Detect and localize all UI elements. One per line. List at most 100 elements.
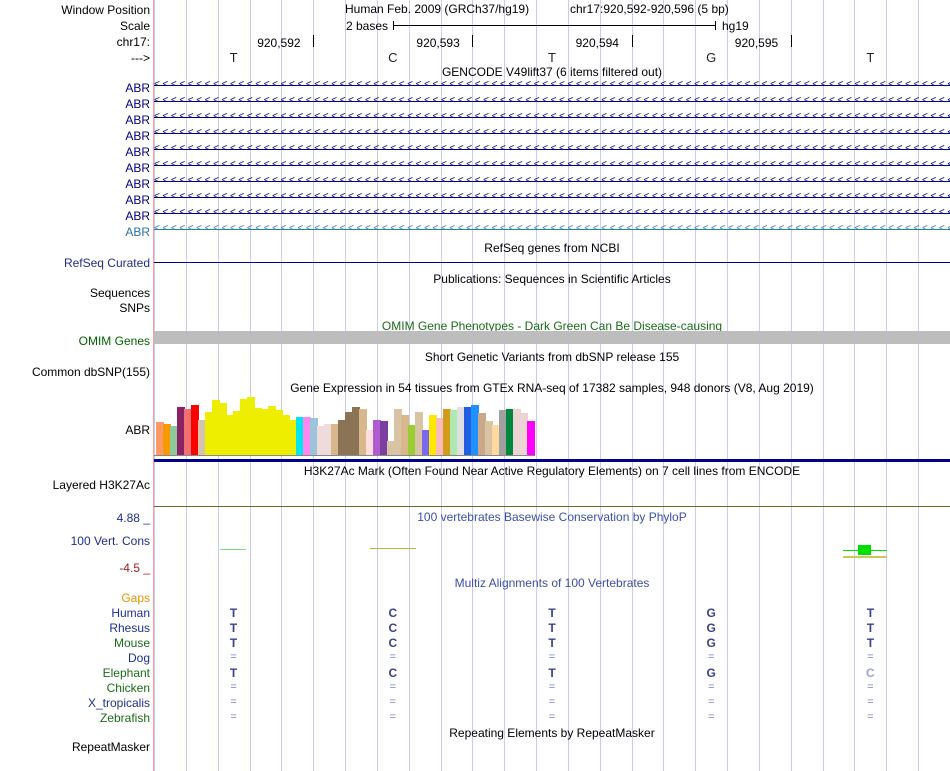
gtex-tissue-bar[interactable] — [485, 421, 493, 456]
gencode-transcript-row[interactable]: <<<<<<<<<<<<<<<<<<<<<<<<<<<<<<<<<<<<<<<<… — [154, 176, 950, 186]
gtex-tissue-bar[interactable] — [499, 410, 507, 456]
gtex-tissue-bar[interactable] — [310, 418, 318, 456]
gtex-tissue-bar[interactable] — [156, 422, 164, 456]
gencode-gene-label[interactable]: ABR — [125, 193, 150, 207]
gtex-tissue-bar[interactable] — [338, 420, 346, 456]
gencode-transcript-row[interactable]: <<<<<<<<<<<<<<<<<<<<<<<<<<<<<<<<<<<<<<<<… — [154, 144, 950, 154]
gtex-tissue-bar[interactable] — [366, 430, 374, 456]
gencode-transcript-row[interactable]: <<<<<<<<<<<<<<<<<<<<<<<<<<<<<<<<<<<<<<<<… — [154, 208, 950, 218]
gtex-tissue-bar[interactable] — [177, 407, 185, 456]
gencode-gene-label[interactable]: ABR — [125, 81, 150, 95]
gtex-tissue-bar[interactable] — [184, 409, 192, 456]
gtex-tissue-bar[interactable] — [450, 410, 458, 456]
gencode-transcript-row[interactable]: <<<<<<<<<<<<<<<<<<<<<<<<<<<<<<<<<<<<<<<<… — [154, 80, 950, 90]
gtex-tissue-bar[interactable] — [506, 409, 514, 456]
gtex-tissue-bar[interactable] — [520, 413, 528, 456]
gtex-tissue-bar[interactable] — [359, 409, 367, 456]
multiz-species-label[interactable]: Rhesus — [109, 621, 150, 635]
gtex-tissue-bar[interactable] — [282, 415, 290, 456]
conservation-bar-1 — [220, 549, 246, 550]
gencode-gene-label[interactable]: ABR — [125, 97, 150, 111]
sequences-label[interactable]: Sequences — [89, 286, 150, 300]
gtex-tissue-bar[interactable] — [408, 425, 416, 456]
conservation-track-label[interactable]: 100 Vert. Cons — [70, 534, 150, 548]
gtex-tissue-bar[interactable] — [163, 424, 171, 456]
gencode-transcript-row[interactable]: <<<<<<<<<<<<<<<<<<<<<<<<<<<<<<<<<<<<<<<<… — [154, 224, 950, 234]
multiz-species-label[interactable]: Mouse — [113, 636, 150, 650]
gtex-tissue-bar[interactable] — [254, 408, 262, 456]
gtex-tissue-bar[interactable] — [478, 413, 486, 456]
gtex-tissue-bar[interactable] — [492, 425, 500, 456]
refseq-curated-label[interactable]: RefSeq Curated — [63, 256, 150, 270]
multiz-species-label[interactable]: Human — [111, 606, 150, 620]
gencode-transcript-row[interactable]: <<<<<<<<<<<<<<<<<<<<<<<<<<<<<<<<<<<<<<<<… — [154, 112, 950, 122]
multiz-species-label[interactable]: Dog — [127, 651, 150, 665]
gtex-tissue-bar[interactable] — [527, 421, 535, 456]
gtex-tissue-bar[interactable] — [317, 426, 325, 456]
gtex-expression-barchart[interactable] — [156, 396, 540, 456]
gtex-tissue-bar[interactable] — [191, 405, 199, 456]
multiz-species-label[interactable]: Chicken — [106, 681, 150, 695]
gtex-gene-label[interactable]: ABR — [125, 423, 150, 437]
snps-label[interactable]: SNPs — [119, 301, 150, 315]
gtex-tissue-bar[interactable] — [443, 409, 451, 456]
gtex-tissue-bar[interactable] — [436, 418, 444, 456]
gtex-tissue-bar[interactable] — [240, 399, 248, 456]
gtex-tissue-bar[interactable] — [303, 417, 311, 456]
gencode-gene-label[interactable]: ABR — [125, 145, 150, 159]
gtex-tissue-bar[interactable] — [464, 407, 472, 456]
omim-genes-label[interactable]: OMIM Genes — [78, 334, 150, 348]
multiz-species-label[interactable]: Zebrafish — [99, 711, 150, 725]
gtex-tissue-bar[interactable] — [275, 410, 283, 456]
gtex-tissue-bar[interactable] — [401, 415, 409, 456]
gtex-tissue-bar[interactable] — [345, 412, 353, 456]
gencode-transcript-row[interactable]: <<<<<<<<<<<<<<<<<<<<<<<<<<<<<<<<<<<<<<<<… — [154, 160, 950, 170]
gtex-tissue-bar[interactable] — [429, 415, 437, 456]
gencode-transcript-row[interactable]: <<<<<<<<<<<<<<<<<<<<<<<<<<<<<<<<<<<<<<<<… — [154, 128, 950, 138]
gtex-tissue-bar[interactable] — [394, 409, 402, 456]
repeatmasker-label[interactable]: RepeatMasker — [71, 740, 150, 754]
gencode-transcript-row[interactable]: <<<<<<<<<<<<<<<<<<<<<<<<<<<<<<<<<<<<<<<<… — [154, 96, 950, 106]
gtex-tissue-bar[interactable] — [233, 411, 241, 456]
gtex-tissue-bar[interactable] — [261, 409, 269, 456]
gencode-gene-label[interactable]: ABR — [125, 129, 150, 143]
gtex-tissue-bar[interactable] — [226, 415, 234, 456]
gtex-tissue-bar[interactable] — [170, 426, 178, 456]
multiz-species-label[interactable]: X_tropicalis — [87, 696, 150, 710]
gtex-tissue-bar[interactable] — [471, 405, 479, 456]
gencode-gene-label[interactable]: ABR — [125, 161, 150, 175]
gtex-tissue-bar[interactable] — [380, 421, 388, 456]
gtex-tissue-bar[interactable] — [289, 420, 297, 456]
gtex-tissue-bar[interactable] — [422, 430, 430, 456]
common-dbsnp-label[interactable]: Common dbSNP(155) — [31, 365, 150, 379]
gtex-tissue-bar[interactable] — [324, 424, 332, 456]
gtex-tissue-bar[interactable] — [296, 417, 304, 456]
ruler-coordinate: 920,594 — [575, 36, 619, 50]
gtex-tissue-bar[interactable] — [331, 424, 339, 456]
gtex-tissue-bar[interactable] — [373, 420, 381, 456]
gtex-tissue-bar[interactable] — [457, 407, 465, 456]
gtex-tissue-bar[interactable] — [212, 400, 220, 456]
gencode-gene-label[interactable]: ABR — [125, 113, 150, 127]
gtex-tissue-bar[interactable] — [247, 397, 255, 456]
gtex-tissue-bar[interactable] — [387, 441, 395, 456]
gencode-gene-label[interactable]: ABR — [125, 209, 150, 223]
gtex-tissue-bar[interactable] — [352, 407, 360, 456]
grid-line — [186, 0, 187, 771]
gtex-tissue-bar[interactable] — [268, 406, 276, 456]
gtex-tissue-bar[interactable] — [219, 403, 227, 456]
gtex-tissue-bar[interactable] — [415, 412, 423, 456]
gencode-transcript-row[interactable]: <<<<<<<<<<<<<<<<<<<<<<<<<<<<<<<<<<<<<<<<… — [154, 192, 950, 202]
gencode-gene-label[interactable]: ABR — [125, 225, 150, 239]
refseq-feature-line[interactable] — [154, 262, 950, 263]
gtex-tissue-bar[interactable] — [513, 409, 521, 456]
gtex-tissue-bar[interactable] — [205, 412, 213, 456]
multiz-species-label[interactable]: Elephant — [102, 666, 150, 680]
h3k27ac-center-title: H3K27Ac Mark (Often Found Near Active Re… — [303, 464, 801, 478]
gtex-tissue-bar[interactable] — [198, 420, 206, 456]
gencode-gene-label[interactable]: ABR — [125, 177, 150, 191]
omim-feature-band[interactable] — [154, 331, 950, 344]
layered-h3k27ac-label[interactable]: Layered H3K27Ac — [52, 478, 150, 492]
multiz-base-letter: G — [706, 606, 716, 620]
